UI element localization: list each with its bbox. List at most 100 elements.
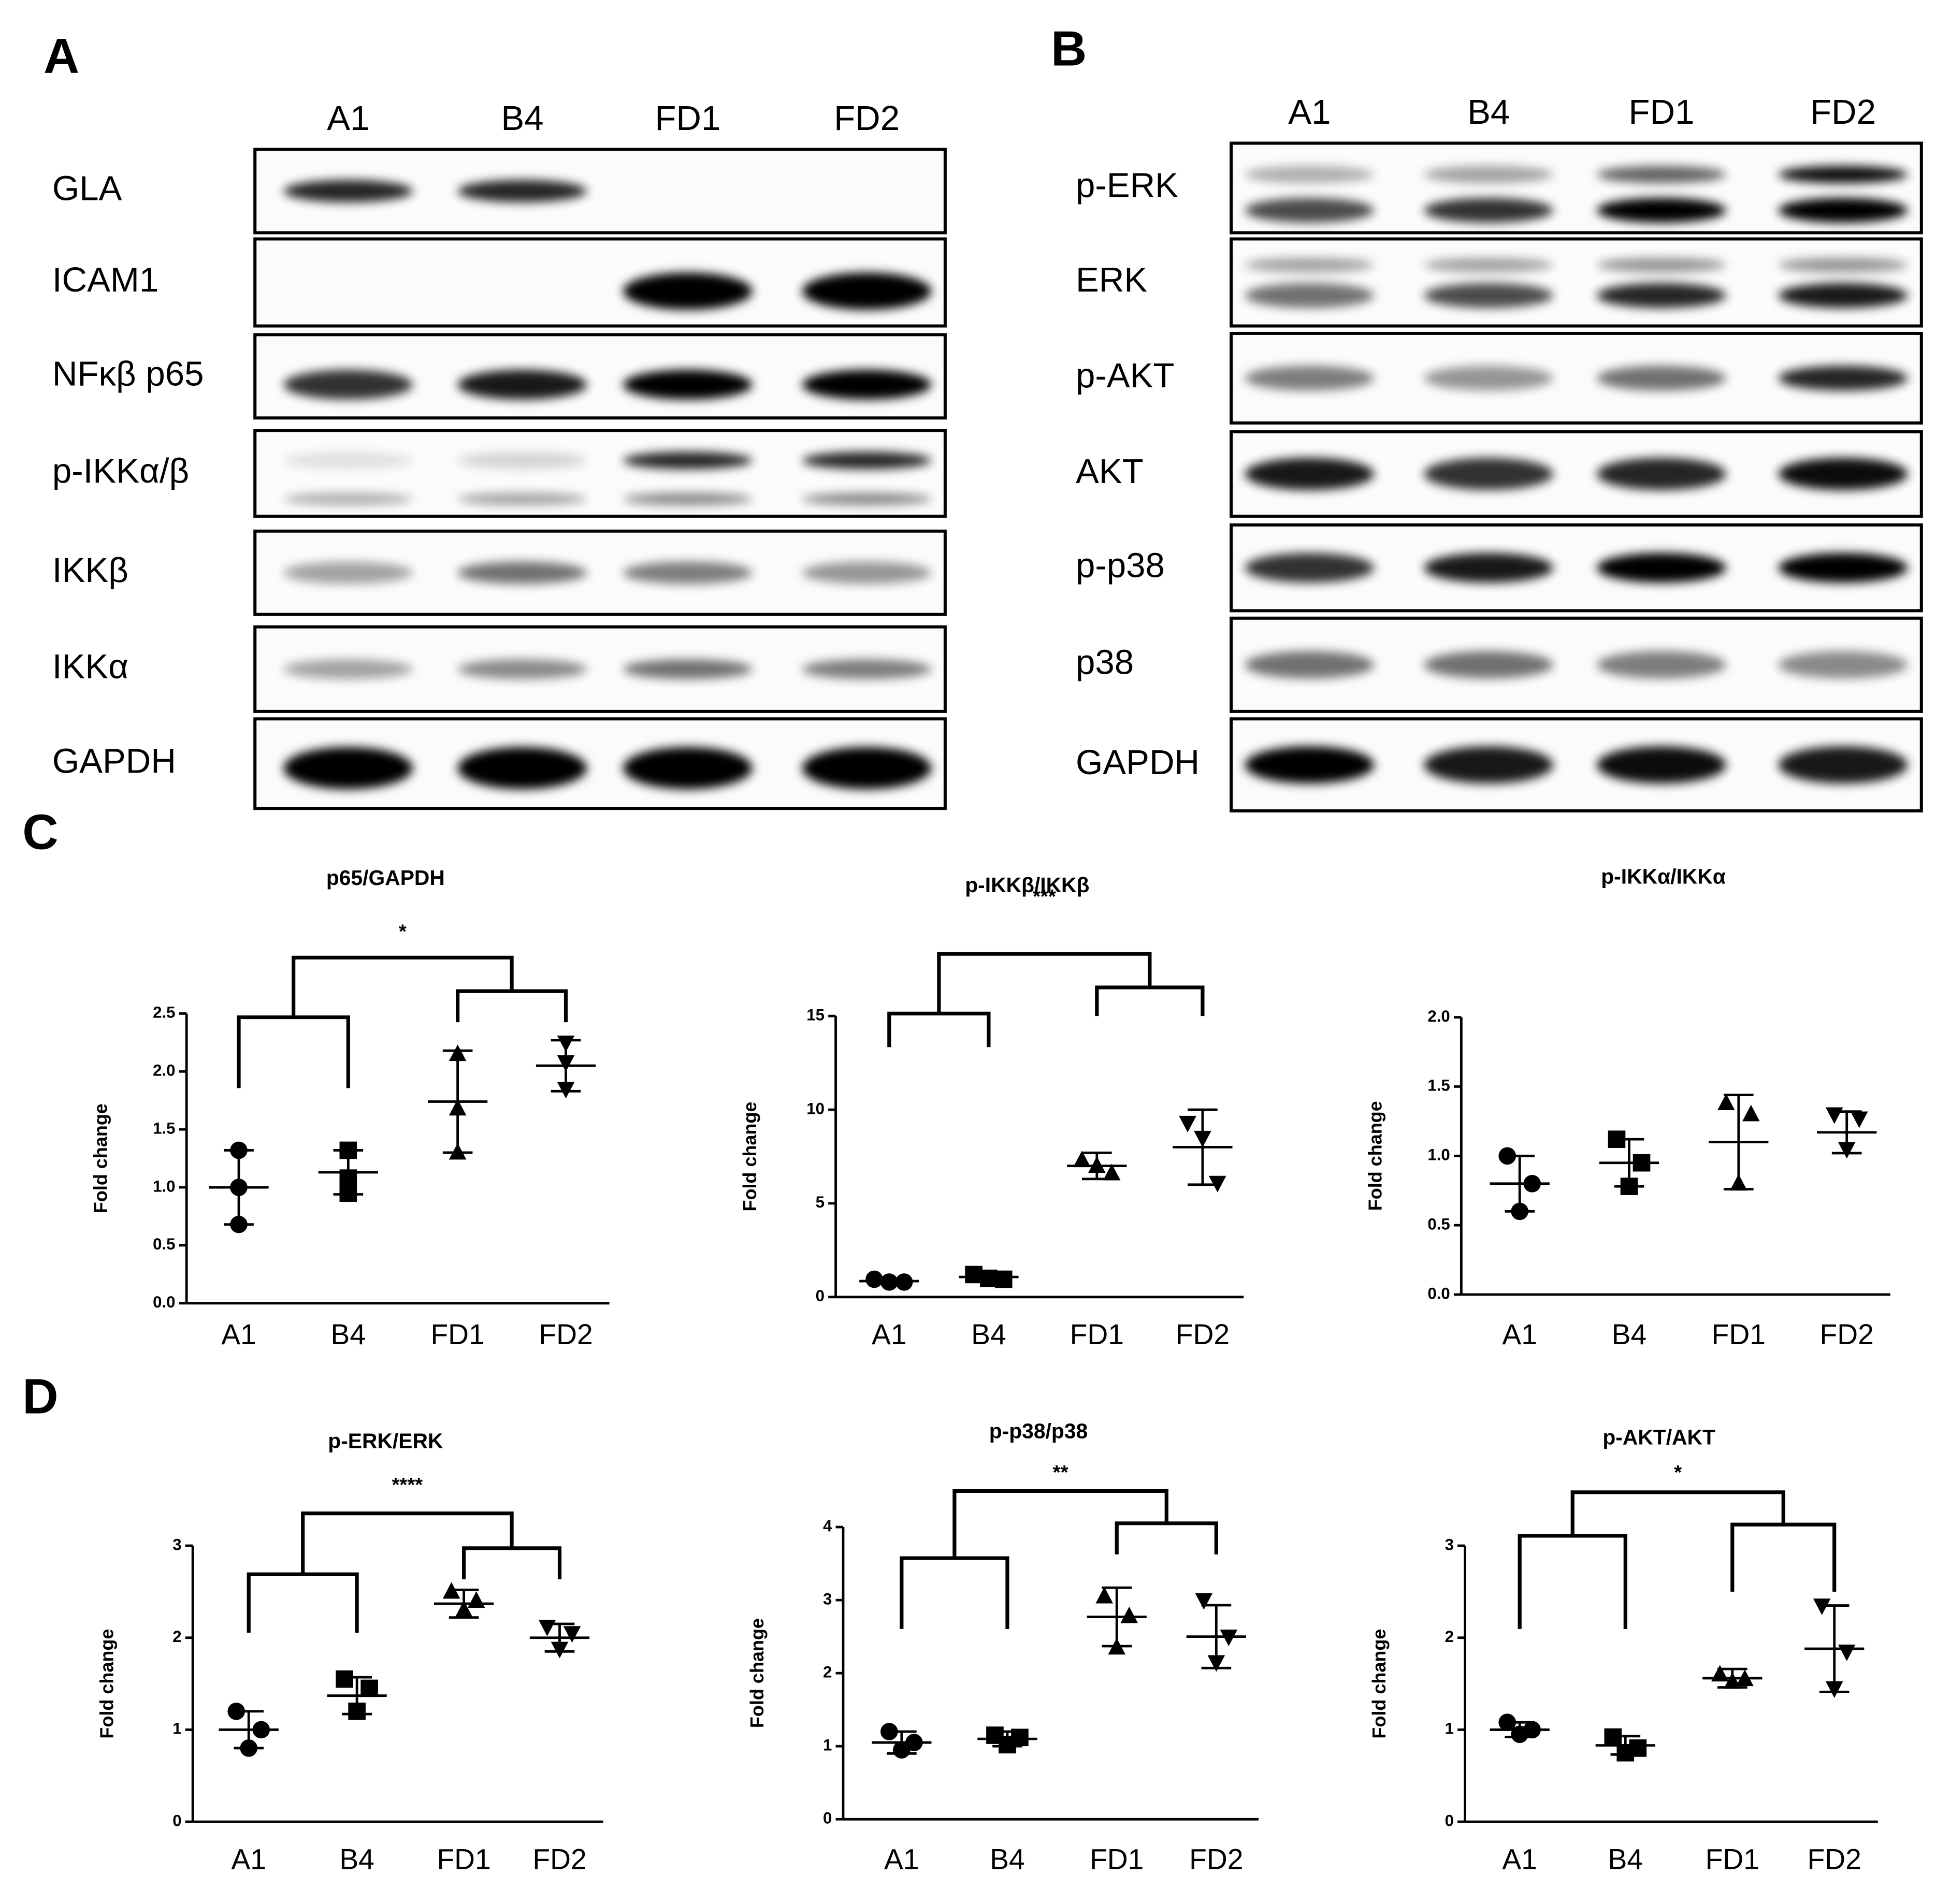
y-tick-label: 2.0 bbox=[153, 1062, 175, 1080]
y-tick-label: 1.5 bbox=[153, 1119, 175, 1137]
band bbox=[1424, 651, 1554, 679]
point bbox=[1620, 1178, 1638, 1195]
y-tick-label: 2 bbox=[1445, 1627, 1454, 1646]
point bbox=[1498, 1147, 1516, 1165]
x-tick-label: FD2 bbox=[1176, 1318, 1230, 1350]
point bbox=[563, 1626, 581, 1643]
band bbox=[1245, 166, 1375, 183]
point bbox=[1729, 1174, 1747, 1191]
bracket bbox=[952, 1489, 1168, 1559]
y-axis-label: Fold change bbox=[90, 1103, 111, 1213]
lane-label: B4 bbox=[1467, 93, 1510, 132]
y-axis-label: Fold change bbox=[746, 1618, 768, 1728]
y-tick-label: 0 bbox=[172, 1811, 181, 1829]
band bbox=[1424, 458, 1554, 490]
y-tick-label: 1.0 bbox=[1427, 1146, 1450, 1164]
point bbox=[1207, 1655, 1225, 1672]
band bbox=[1424, 283, 1554, 308]
band bbox=[802, 272, 932, 310]
point bbox=[1103, 1164, 1121, 1181]
band bbox=[1424, 166, 1554, 183]
point bbox=[1616, 1744, 1635, 1762]
x-tick-label: FD1 bbox=[1070, 1318, 1124, 1350]
chart-title: p-IKKβ/IKKβ bbox=[965, 873, 1089, 897]
point bbox=[994, 1270, 1013, 1288]
x-tick-label: A1 bbox=[221, 1318, 256, 1350]
x-tick-label: FD1 bbox=[430, 1318, 484, 1350]
point bbox=[1108, 1638, 1126, 1655]
protein-label: ICAM1 bbox=[52, 260, 158, 299]
point bbox=[230, 1141, 248, 1159]
y-tick-label: 10 bbox=[806, 1099, 825, 1117]
lane-label: FD1 bbox=[655, 99, 720, 138]
point bbox=[1604, 1728, 1622, 1746]
point bbox=[339, 1141, 357, 1159]
band bbox=[1597, 458, 1726, 490]
protein-label: IKKα bbox=[52, 647, 128, 686]
point bbox=[1850, 1111, 1868, 1128]
point bbox=[980, 1269, 998, 1287]
band bbox=[1778, 166, 1908, 183]
point bbox=[1194, 1130, 1211, 1147]
band bbox=[1778, 651, 1908, 679]
point bbox=[1633, 1154, 1651, 1172]
point bbox=[1742, 1104, 1760, 1122]
bracket bbox=[1570, 1490, 1785, 1536]
y-tick-label: 4 bbox=[823, 1517, 832, 1535]
point bbox=[1498, 1713, 1516, 1732]
x-tick-label: B4 bbox=[339, 1843, 374, 1876]
y-tick-label: 3 bbox=[172, 1535, 181, 1553]
lane-label: B4 bbox=[501, 99, 543, 138]
y-tick-label: 0.0 bbox=[1427, 1284, 1450, 1302]
panel-letter: B bbox=[1051, 21, 1087, 77]
point bbox=[467, 1591, 485, 1608]
band bbox=[1778, 257, 1908, 273]
point bbox=[551, 1641, 569, 1659]
protein-label: IKKβ bbox=[52, 551, 128, 590]
chart-title: p-IKKα/IKKα bbox=[1601, 864, 1726, 888]
protein-label: GLA bbox=[52, 169, 122, 208]
point bbox=[1523, 1175, 1541, 1193]
point bbox=[895, 1273, 913, 1291]
y-tick-label: 3 bbox=[1445, 1535, 1454, 1553]
significance: * bbox=[1674, 1461, 1682, 1484]
band bbox=[802, 492, 932, 505]
band bbox=[1778, 553, 1908, 583]
point bbox=[1511, 1725, 1529, 1743]
point bbox=[999, 1736, 1016, 1754]
x-tick-label: A1 bbox=[231, 1843, 266, 1876]
band bbox=[1597, 553, 1726, 583]
y-tick-label: 2.0 bbox=[1427, 1007, 1450, 1025]
lane-label: FD1 bbox=[1628, 93, 1694, 132]
x-tick-label: B4 bbox=[990, 1843, 1025, 1876]
point bbox=[1195, 1593, 1213, 1610]
y-tick-label: 1.0 bbox=[153, 1177, 175, 1195]
point bbox=[1711, 1665, 1729, 1682]
significance: * bbox=[399, 920, 407, 942]
band bbox=[1424, 257, 1554, 273]
lane-label: A1 bbox=[327, 99, 369, 138]
band bbox=[1778, 458, 1908, 490]
x-tick-label: B4 bbox=[1608, 1843, 1643, 1876]
protein-label: GAPDH bbox=[52, 742, 176, 780]
point bbox=[339, 1184, 357, 1202]
y-axis-label: Fold change bbox=[96, 1629, 117, 1739]
bracket bbox=[301, 1511, 514, 1575]
band bbox=[623, 659, 753, 679]
chart-title: p-ERK/ERK bbox=[328, 1429, 443, 1453]
band bbox=[802, 370, 932, 400]
y-tick-label: 0.5 bbox=[1427, 1215, 1450, 1233]
bracket bbox=[887, 1011, 991, 1048]
protein-label: p-p38 bbox=[1076, 546, 1165, 585]
band bbox=[283, 561, 413, 584]
bracket bbox=[1730, 1522, 1837, 1592]
y-tick-label: 1 bbox=[172, 1720, 181, 1738]
x-tick-label: FD1 bbox=[437, 1843, 490, 1876]
chart-title: p-AKT/AKT bbox=[1602, 1425, 1715, 1449]
band bbox=[283, 370, 413, 400]
significance: **** bbox=[392, 1474, 423, 1496]
band bbox=[457, 747, 587, 790]
band bbox=[623, 561, 753, 584]
band bbox=[1778, 283, 1908, 308]
point bbox=[865, 1270, 883, 1288]
